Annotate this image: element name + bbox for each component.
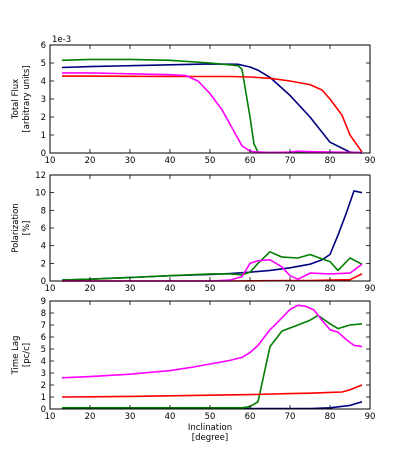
- x-tick-label: 20: [85, 156, 96, 166]
- y-tick-label: 8: [41, 206, 46, 216]
- y-tick-label: 4: [41, 242, 46, 252]
- y-tick-label: 4: [41, 77, 46, 87]
- x-tick-label: 90: [365, 284, 376, 294]
- series-line-3: [61, 384, 363, 398]
- x-tick-label: 20: [85, 284, 96, 294]
- x-tick-label: 90: [365, 412, 376, 422]
- x-tick-label: 70: [285, 156, 296, 166]
- series-group: [61, 190, 363, 282]
- x-tick-label: 50: [205, 156, 216, 166]
- x-tick-label: 70: [285, 284, 296, 294]
- x-tick-label: 30: [125, 284, 136, 294]
- x-tick-label: 90: [365, 156, 376, 166]
- y-tick-label: 2: [41, 113, 46, 123]
- x-axis-label-line1: Inclination: [188, 423, 232, 433]
- y-axis-label-line2: [pc/c]: [22, 343, 32, 367]
- x-tick-label: 30: [125, 412, 136, 422]
- y-tick-label: 6: [41, 41, 46, 51]
- y-tick-label: 5: [41, 59, 46, 69]
- series-line-4: [61, 304, 363, 379]
- series-line-4: [62, 72, 363, 154]
- y-axis-label-line2: [arbitrary units]: [22, 65, 32, 132]
- x-axis-label-line2: [degree]: [192, 433, 228, 443]
- series-line-2: [62, 314, 363, 409]
- y-axis-label-line2: [%]: [22, 221, 32, 236]
- y-tick-label: 10: [35, 189, 46, 199]
- x-tick-label: 10: [45, 284, 56, 294]
- series-line-2: [61, 251, 363, 281]
- y-offset-text: 1e-3: [52, 35, 71, 45]
- series-line-1: [61, 63, 363, 154]
- y-tick-label: 1: [41, 393, 46, 403]
- y-axis-label: Polarization[%]: [11, 203, 32, 252]
- x-tick-label: 20: [85, 412, 96, 422]
- x-tick-label: 10: [45, 412, 56, 422]
- x-tick-label: 60: [245, 156, 256, 166]
- x-tick-label: 40: [165, 412, 176, 422]
- x-tick-label: 60: [245, 284, 256, 294]
- x-tick-label: 70: [285, 412, 296, 422]
- y-tick-label: 3: [41, 369, 46, 379]
- y-tick-label: 12: [35, 171, 46, 181]
- y-tick-label: 1: [41, 131, 46, 141]
- y-axis-label-line1: Polarization: [11, 203, 21, 252]
- panel-1: 10 20 30 40 50 60 70 80 90 0 1 2 3 4 5 6 1e-3 Total Flux[…: [11, 35, 375, 166]
- axes-frame: [49, 44, 371, 154]
- y-tick-label: 2: [41, 259, 46, 269]
- series-line-3: [62, 75, 363, 153]
- y-tick-label: 8: [41, 309, 46, 319]
- panel-3: 10 20 30 40 50 60 70 80 90 0 1 2 3 4 5 6 7 8 9 Time Lag[pc/…: [11, 297, 375, 443]
- y-tick-label: 7: [41, 321, 46, 331]
- y-tick-label: 0: [41, 149, 46, 159]
- y-tick-label: 6: [41, 333, 46, 343]
- series-group: [61, 304, 363, 410]
- x-tick-label: 80: [325, 156, 336, 166]
- x-tick-label: 80: [325, 412, 336, 422]
- axes-frame: [49, 174, 371, 282]
- x-tick-label: 50: [205, 412, 216, 422]
- y-tick-label: 3: [41, 95, 46, 105]
- y-tick-label: 4: [41, 357, 46, 367]
- y-tick-label: 0: [41, 277, 46, 287]
- y-axis-label-line1: Total Flux: [11, 79, 21, 120]
- x-tick-label: 40: [165, 156, 176, 166]
- x-tick-label: 30: [125, 156, 136, 166]
- x-tick-label: 10: [45, 156, 56, 166]
- y-tick-label: 5: [41, 345, 46, 355]
- y-tick-label: 6: [41, 224, 46, 234]
- y-tick-label: 0: [41, 405, 46, 415]
- series-line-1: [61, 190, 363, 281]
- panel-2: 10 20 30 40 50 60 70 80 90 0 2 4 6 8 10 12 Polarization[…: [11, 171, 375, 294]
- y-axis-label-line1: Time Lag: [11, 336, 21, 376]
- x-tick-label: 80: [325, 284, 336, 294]
- x-tick-label: 50: [205, 284, 216, 294]
- y-tick-label: 9: [41, 297, 46, 307]
- y-tick-label: 2: [41, 381, 46, 391]
- x-tick-label: 40: [165, 284, 176, 294]
- x-tick-label: 60: [245, 412, 256, 422]
- y-axis-label: Total Flux[arbitrary units]: [11, 65, 32, 132]
- series-group: [61, 58, 363, 154]
- y-axis-label: Time Lag[pc/c]: [11, 336, 32, 376]
